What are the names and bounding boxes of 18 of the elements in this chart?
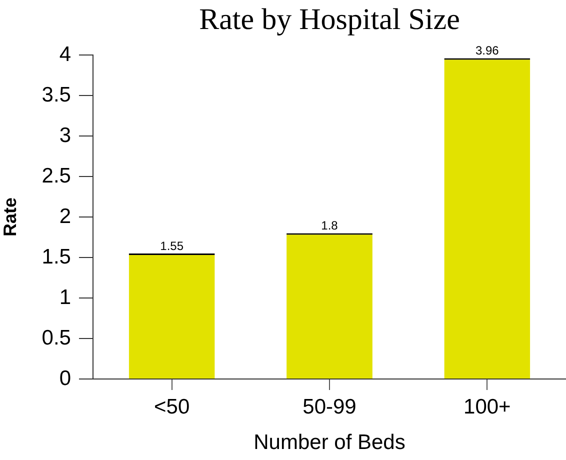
y-axis-title: Rate: [0, 197, 20, 237]
y-tick-label: 1.5: [42, 245, 71, 268]
y-tick-label: 2: [59, 204, 71, 228]
x-tick-label: <50: [154, 395, 190, 418]
y-tick-label: 0.5: [42, 326, 71, 350]
y-tick-label: 4: [59, 42, 72, 66]
chart-title: Rate by Hospital Size: [199, 2, 460, 36]
x-tick-label: 100+: [464, 395, 511, 418]
y-tick-label: 2.5: [42, 164, 71, 188]
data-label: 1.8: [321, 218, 338, 233]
data-label: 3.96: [475, 44, 500, 58]
x-tick-label: 50-99: [302, 395, 356, 418]
y-tick-label: 3.5: [42, 83, 71, 106]
y-tick-label: 1: [59, 286, 71, 309]
y-tick-label: 0: [59, 366, 71, 390]
y-tick-label: 3: [59, 124, 71, 147]
data-label: 1.55: [160, 238, 184, 253]
x-axis-title: Number of Beds: [254, 431, 406, 454]
